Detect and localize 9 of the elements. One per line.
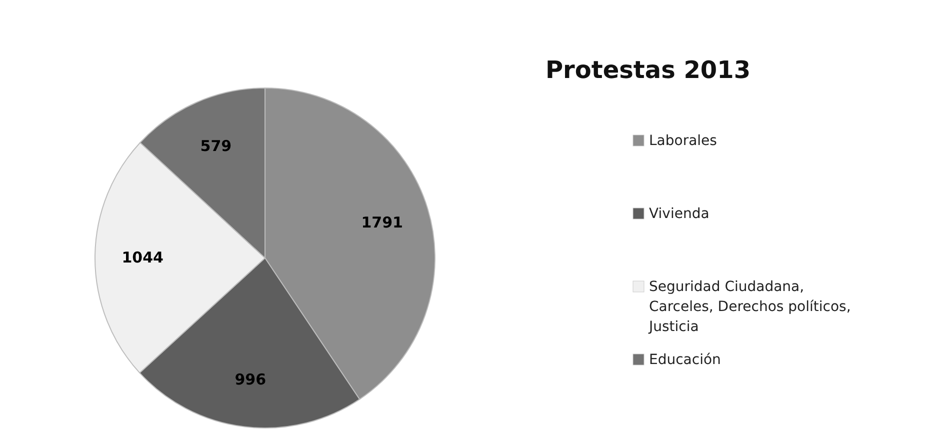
data-label: 996 — [234, 370, 266, 389]
data-label: 1791 — [361, 213, 403, 232]
legend-label: Vivienda — [649, 206, 710, 222]
legend-label: Laborales — [649, 133, 717, 149]
chart-title: Protestas 2013 — [545, 56, 751, 84]
data-label: 1044 — [122, 248, 164, 267]
legend-label: Seguridad Ciudadana, Carceles, Derechos políticos, Justicia — [648, 279, 851, 335]
legend-label: Educación — [649, 352, 721, 368]
data-label: 579 — [200, 136, 232, 155]
